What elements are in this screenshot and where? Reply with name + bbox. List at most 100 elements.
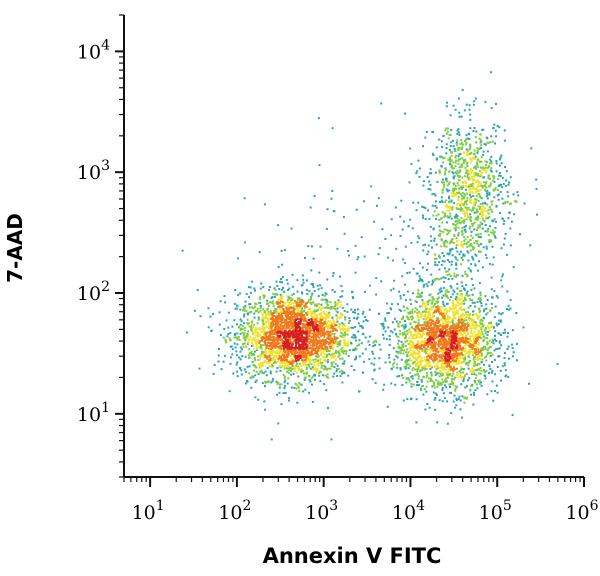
event-point: [307, 317, 310, 320]
event-point: [452, 104, 455, 107]
event-point: [450, 286, 453, 289]
event-point: [375, 277, 378, 280]
event-point: [454, 387, 457, 390]
event-point: [449, 285, 452, 287]
event-point: [276, 285, 279, 287]
event-point: [442, 321, 445, 324]
event-point: [314, 349, 317, 352]
event-point: [467, 154, 469, 157]
event-point: [498, 341, 501, 344]
event-point: [251, 321, 253, 324]
event-point: [366, 319, 369, 322]
event-point: [246, 365, 249, 368]
event-point: [321, 307, 323, 310]
event-point: [199, 315, 202, 318]
event-point: [305, 368, 308, 371]
event-point: [495, 340, 498, 342]
event-point: [486, 150, 489, 153]
event-point: [247, 341, 250, 344]
event-point: [442, 161, 445, 164]
event-point: [332, 307, 335, 310]
event-point: [488, 322, 490, 325]
event-point: [421, 305, 424, 308]
event-point: [485, 181, 488, 183]
event-point: [416, 334, 419, 337]
event-point: [325, 354, 328, 357]
event-point: [328, 313, 331, 316]
event-point: [418, 375, 421, 378]
event-point: [307, 374, 310, 377]
event-point: [340, 285, 343, 287]
event-point: [333, 366, 336, 368]
event-point: [457, 376, 460, 379]
event-point: [477, 331, 480, 334]
event-point: [404, 320, 406, 322]
event-point: [498, 174, 501, 177]
event-point: [266, 299, 269, 302]
event-point: [504, 166, 506, 168]
event-point: [447, 183, 450, 185]
event-point: [454, 406, 457, 409]
event-point: [449, 205, 452, 208]
event-point: [414, 321, 417, 324]
event-point: [233, 334, 236, 336]
event-point: [310, 301, 313, 304]
event-point: [494, 330, 497, 333]
event-point: [494, 187, 497, 190]
event-point: [465, 322, 467, 325]
event-point: [315, 304, 318, 307]
event-point: [482, 185, 485, 188]
event-point: [439, 348, 442, 351]
event-point: [301, 361, 304, 364]
event-point: [276, 319, 279, 322]
event-point: [439, 370, 442, 373]
event-point: [489, 351, 492, 354]
event-point: [253, 329, 256, 332]
event-point: [229, 339, 232, 342]
event-point: [457, 333, 460, 336]
event-point: [512, 266, 515, 269]
event-point: [244, 336, 247, 339]
event-point: [484, 143, 487, 146]
event-point: [286, 367, 288, 370]
event-point: [261, 371, 264, 374]
event-point: [265, 347, 268, 349]
event-point: [310, 296, 312, 299]
event-point: [321, 374, 324, 377]
event-point: [327, 315, 330, 318]
event-point: [276, 299, 279, 302]
event-point: [330, 330, 333, 333]
event-point: [441, 362, 444, 365]
event-point: [430, 365, 433, 368]
event-point: [431, 246, 433, 249]
event-point: [388, 354, 391, 356]
event-point: [446, 233, 449, 236]
event-point: [493, 235, 496, 238]
event-point: [481, 128, 484, 131]
event-point: [476, 242, 479, 245]
event-point: [478, 314, 481, 317]
event-point: [473, 324, 476, 327]
event-point: [488, 239, 491, 242]
event-point: [313, 347, 315, 350]
event-point: [478, 260, 480, 263]
event-point: [255, 345, 258, 348]
event-point: [475, 195, 478, 198]
event-point: [329, 367, 332, 370]
event-point: [507, 304, 510, 307]
event-point: [345, 352, 348, 355]
event-point: [465, 143, 468, 146]
event-point: [327, 307, 329, 309]
event-point: [287, 289, 290, 291]
event-point: [428, 294, 431, 297]
event-point: [323, 335, 326, 338]
event-point: [440, 366, 443, 369]
event-point: [233, 336, 236, 339]
event-point: [430, 329, 433, 332]
event-point: [454, 185, 457, 187]
event-point: [416, 341, 419, 343]
event-point: [406, 272, 409, 274]
event-point: [279, 366, 282, 369]
event-point: [440, 181, 443, 183]
event-point: [274, 351, 277, 354]
